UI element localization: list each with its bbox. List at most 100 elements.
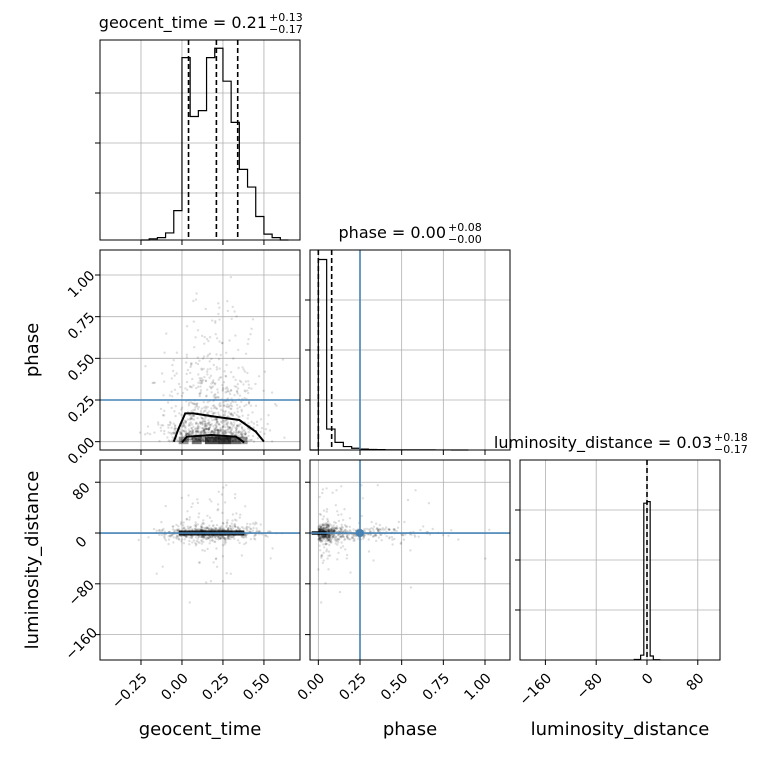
sample-point — [183, 423, 186, 427]
sample-point — [198, 392, 201, 396]
sample-point — [196, 427, 199, 431]
sample-point — [221, 388, 225, 391]
sample-point — [337, 530, 340, 533]
sample-point — [235, 385, 238, 389]
sample-point — [256, 437, 260, 440]
sample-point — [252, 526, 255, 530]
sample-point — [229, 537, 232, 541]
panel-title-main: phase = 0.00 — [339, 223, 446, 242]
sample-point — [484, 557, 487, 560]
sample-point — [225, 484, 228, 487]
sample-point — [173, 433, 176, 436]
sample-point — [184, 433, 188, 436]
sample-point — [235, 429, 238, 432]
sample-point — [324, 535, 327, 539]
sample-point — [223, 429, 227, 433]
panel-title-upper-error: +0.13 — [269, 11, 303, 24]
sample-point — [233, 524, 237, 528]
sample-point — [395, 529, 398, 533]
sample-point — [214, 535, 217, 538]
sample-point — [206, 537, 210, 540]
sample-point — [172, 536, 175, 539]
sample-point — [373, 534, 376, 537]
sample-point — [189, 525, 192, 529]
sample-point — [264, 534, 267, 538]
sample-point — [162, 527, 165, 531]
sample-point — [320, 527, 323, 531]
sample-point — [189, 438, 192, 441]
sample-point — [243, 432, 246, 436]
sample-point — [191, 430, 194, 434]
sample-point — [210, 429, 214, 433]
sample-point — [193, 402, 196, 405]
sample-point — [200, 377, 203, 380]
sample-point — [221, 386, 225, 389]
sample-point — [182, 422, 186, 425]
sample-point — [214, 397, 217, 400]
sample-point — [155, 572, 158, 575]
sample-point — [336, 541, 340, 544]
sample-point — [253, 537, 256, 540]
sample-point — [194, 523, 198, 526]
sample-point — [201, 426, 204, 430]
sample-point — [246, 389, 249, 392]
sample-point — [215, 368, 219, 371]
sample-point — [413, 534, 416, 537]
sample-point — [195, 404, 198, 407]
sample-point — [219, 408, 223, 411]
sample-point — [226, 403, 229, 406]
sample-point — [207, 527, 210, 530]
sample-point — [323, 522, 326, 525]
sample-point — [192, 384, 195, 387]
sample-point — [320, 555, 324, 558]
sample-point — [339, 530, 342, 533]
sample-point — [320, 534, 324, 537]
sample-point — [180, 496, 183, 500]
sample-point — [199, 528, 203, 531]
sample-point — [166, 401, 170, 404]
sample-point — [367, 538, 370, 541]
sample-point — [254, 521, 257, 524]
sample-point — [335, 489, 338, 492]
sample-point — [227, 528, 230, 531]
sample-point — [201, 378, 205, 382]
sample-point — [232, 425, 235, 428]
sample-point — [329, 529, 333, 533]
sample-point — [174, 427, 177, 430]
sample-point — [244, 527, 247, 530]
sample-point — [377, 528, 380, 532]
sample-point — [326, 529, 330, 532]
sample-point — [326, 536, 330, 539]
sample-point — [216, 420, 219, 424]
sample-point — [221, 419, 224, 422]
sample-point — [173, 424, 177, 428]
tick-label-x-phase: 0.50 — [378, 670, 411, 703]
sample-point — [173, 410, 176, 413]
sample-point — [327, 523, 330, 526]
sample-point — [200, 431, 203, 434]
sample-point — [173, 530, 176, 533]
sample-point — [320, 553, 324, 557]
sample-point — [338, 526, 341, 530]
sample-point — [226, 389, 230, 393]
sample-point — [324, 535, 327, 538]
sample-point — [318, 528, 322, 531]
sample-point — [191, 431, 195, 434]
sample-point — [206, 411, 209, 414]
sample-point — [234, 429, 238, 432]
sample-point — [208, 426, 212, 429]
sample-point — [348, 517, 352, 520]
sample-point — [242, 536, 245, 539]
sample-point — [336, 510, 339, 513]
sample-point — [191, 377, 194, 381]
sample-point — [324, 527, 328, 530]
sample-point — [247, 402, 251, 405]
sample-point — [236, 423, 239, 427]
sample-point — [206, 527, 209, 530]
sample-point — [372, 530, 375, 533]
sample-point — [185, 432, 188, 436]
sample-point — [189, 417, 192, 420]
sample-point — [219, 402, 222, 405]
sample-point — [189, 424, 192, 427]
sample-point — [224, 426, 227, 429]
